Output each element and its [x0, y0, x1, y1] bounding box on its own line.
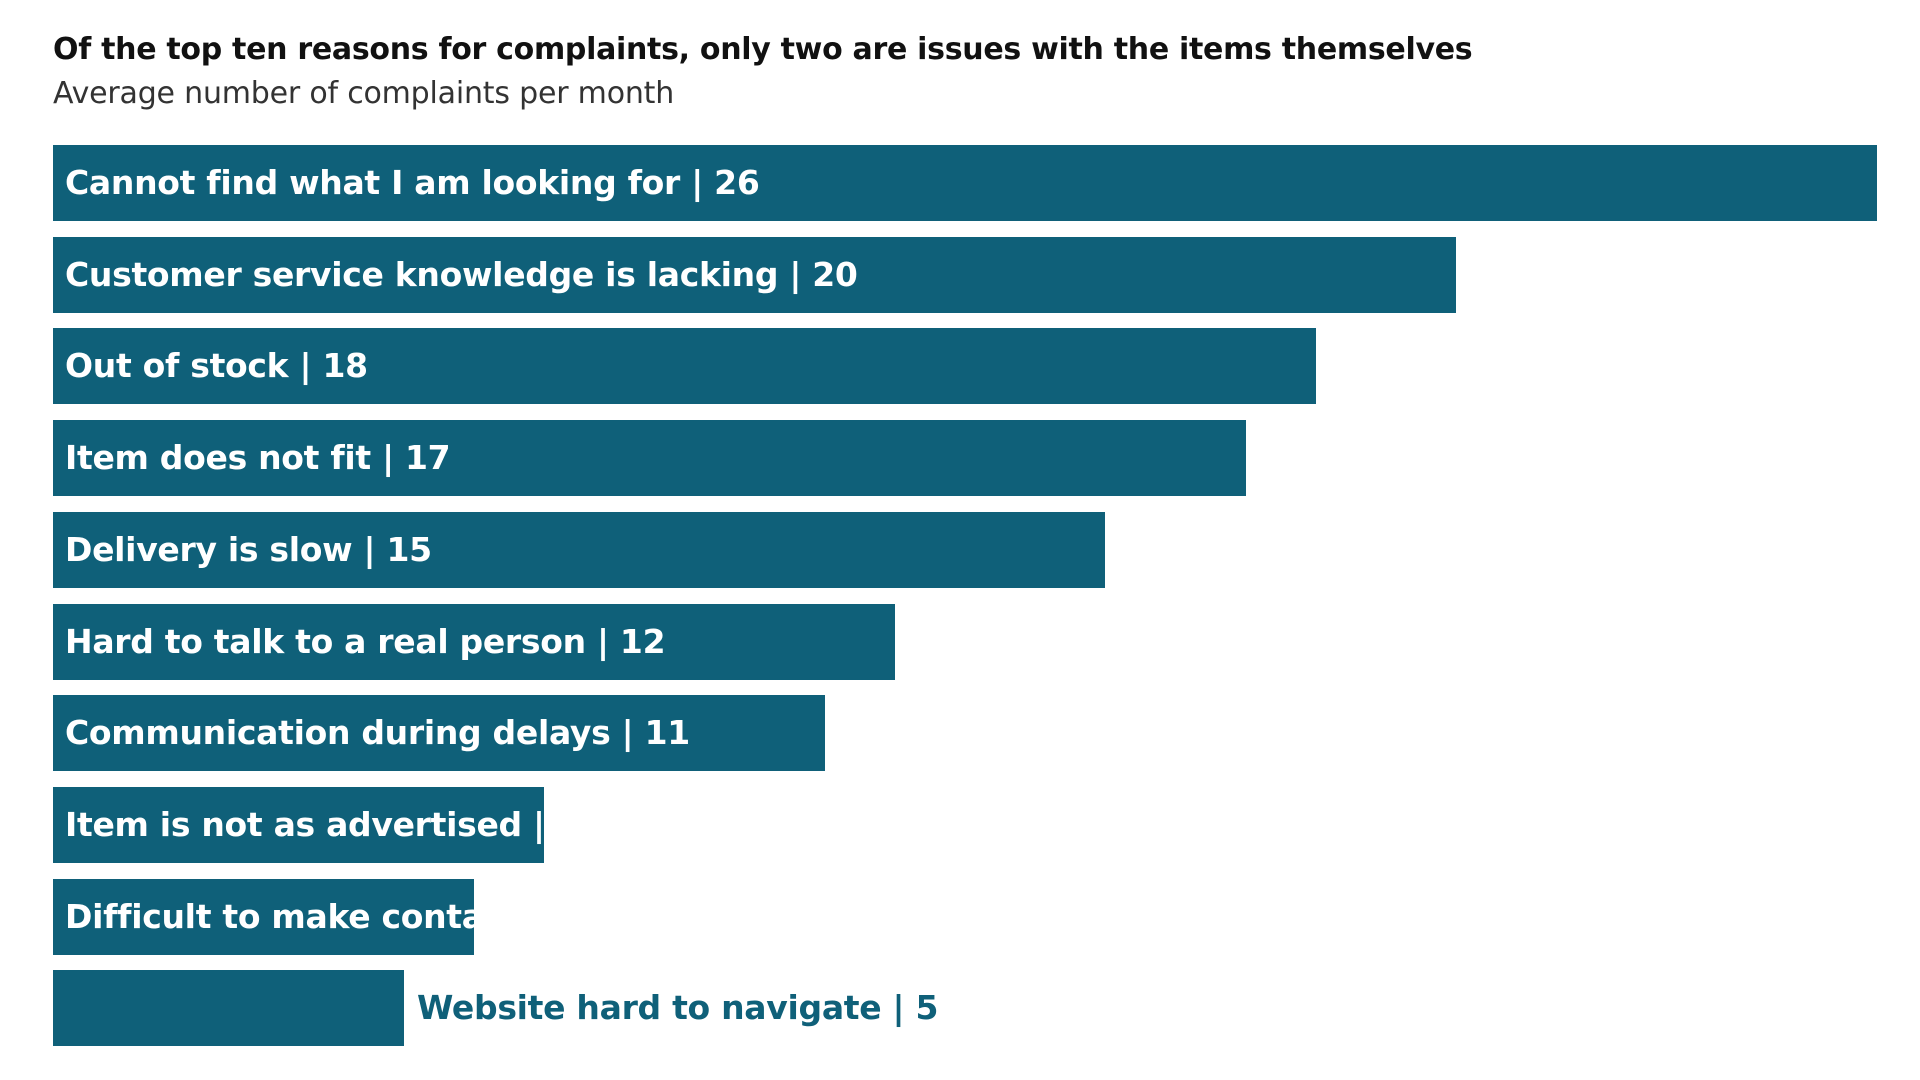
bar-5 [53, 512, 1105, 588]
bar-label-7: Communication during delays | 11 [65, 713, 690, 752]
bar-label-10: Website hard to navigate | 5 [417, 988, 939, 1027]
bar-2 [53, 237, 1456, 313]
bar-label-6: Hard to talk to a real person | 12 [65, 622, 666, 661]
chart-subtitle: Average number of complaints per month [53, 76, 675, 111]
bar-label-2: Customer service knowledge is lacking | … [65, 255, 858, 294]
bar-8 [53, 787, 544, 863]
bar-label-1: Cannot find what I am looking for | 26 [65, 163, 760, 202]
bar-6 [53, 604, 895, 680]
bar-label-9: Difficult to make contact [65, 897, 519, 936]
chart-title: Of the top ten reasons for complaints, o… [53, 32, 1473, 67]
bar-label-3: Out of stock | 18 [65, 346, 368, 385]
bar-1 [53, 145, 1877, 221]
bar-label-4: Item does not fit | 17 [65, 438, 451, 477]
bar-3 [53, 328, 1316, 404]
bar-10 [53, 970, 404, 1046]
bar-7 [53, 695, 825, 771]
bar-label-8: Item is not as advertised | 7 [65, 805, 579, 844]
bar-9 [53, 879, 474, 955]
bar-4 [53, 420, 1246, 496]
bar-label-5: Delivery is slow | 15 [65, 530, 432, 569]
